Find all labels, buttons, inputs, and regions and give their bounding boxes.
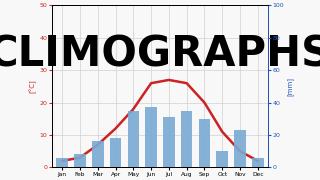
Bar [92,141,104,167]
Bar [128,111,139,167]
Bar [145,107,157,167]
Bar [181,111,192,167]
Y-axis label: [°C]: [°C] [29,80,37,93]
Bar [234,130,246,167]
Bar [199,119,210,167]
Bar [56,158,68,167]
Bar [252,158,264,167]
Y-axis label: [mm]: [mm] [287,77,294,96]
Bar [110,138,121,167]
Bar [74,154,86,167]
Text: CLIMOGRAPHS: CLIMOGRAPHS [0,33,320,75]
Bar [163,117,175,167]
Bar [216,151,228,167]
